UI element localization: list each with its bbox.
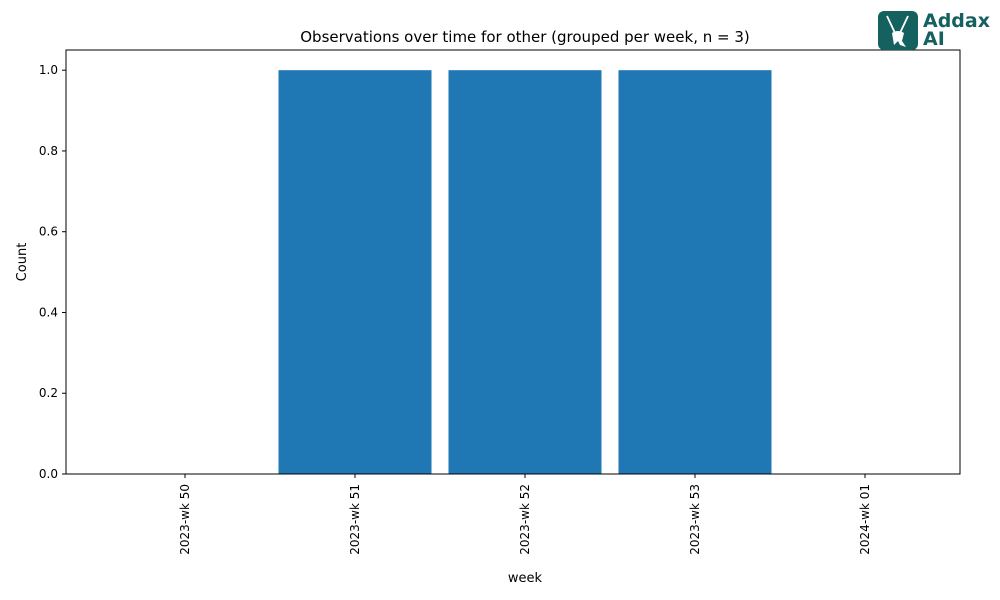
addax-antelope-icon <box>878 11 918 50</box>
y-axis: 0.0 0.2 0.4 0.6 0.8 1.0 <box>39 63 66 481</box>
y-tick-label: 0.8 <box>39 144 58 158</box>
bar-2023-wk-51 <box>278 70 432 474</box>
y-tick-label: 0.4 <box>39 305 58 319</box>
addax-ai-logo: Addax AI <box>878 10 993 52</box>
x-tick-label: 2023-wk 50 <box>178 484 192 555</box>
x-tick-label: 2023-wk 53 <box>688 484 702 555</box>
logo-text-line2: AI <box>923 28 945 50</box>
y-tick-label: 0.0 <box>39 467 58 481</box>
x-tick-label: 2024-wk 01 <box>858 484 872 555</box>
bar-2023-wk-52 <box>448 70 602 474</box>
x-tick-label: 2023-wk 52 <box>518 484 532 555</box>
bars-group <box>278 70 772 474</box>
axes-frame <box>65 49 961 475</box>
x-axis: 2023-wk 50 2023-wk 51 2023-wk 52 2023-wk 53… <box>178 474 872 555</box>
y-tick-label: 0.6 <box>39 225 58 239</box>
bar-2023-wk-53 <box>618 70 772 474</box>
x-tick-label: 2023-wk 51 <box>348 484 362 555</box>
y-tick-label: 1.0 <box>39 63 58 77</box>
x-axis-label: week <box>508 571 543 586</box>
y-axis-label: Count <box>15 243 30 282</box>
y-tick-label: 0.2 <box>39 386 58 400</box>
chart-title: Observations over time for other (groupe… <box>300 28 750 46</box>
logo-text-line1: Addax <box>923 10 990 32</box>
